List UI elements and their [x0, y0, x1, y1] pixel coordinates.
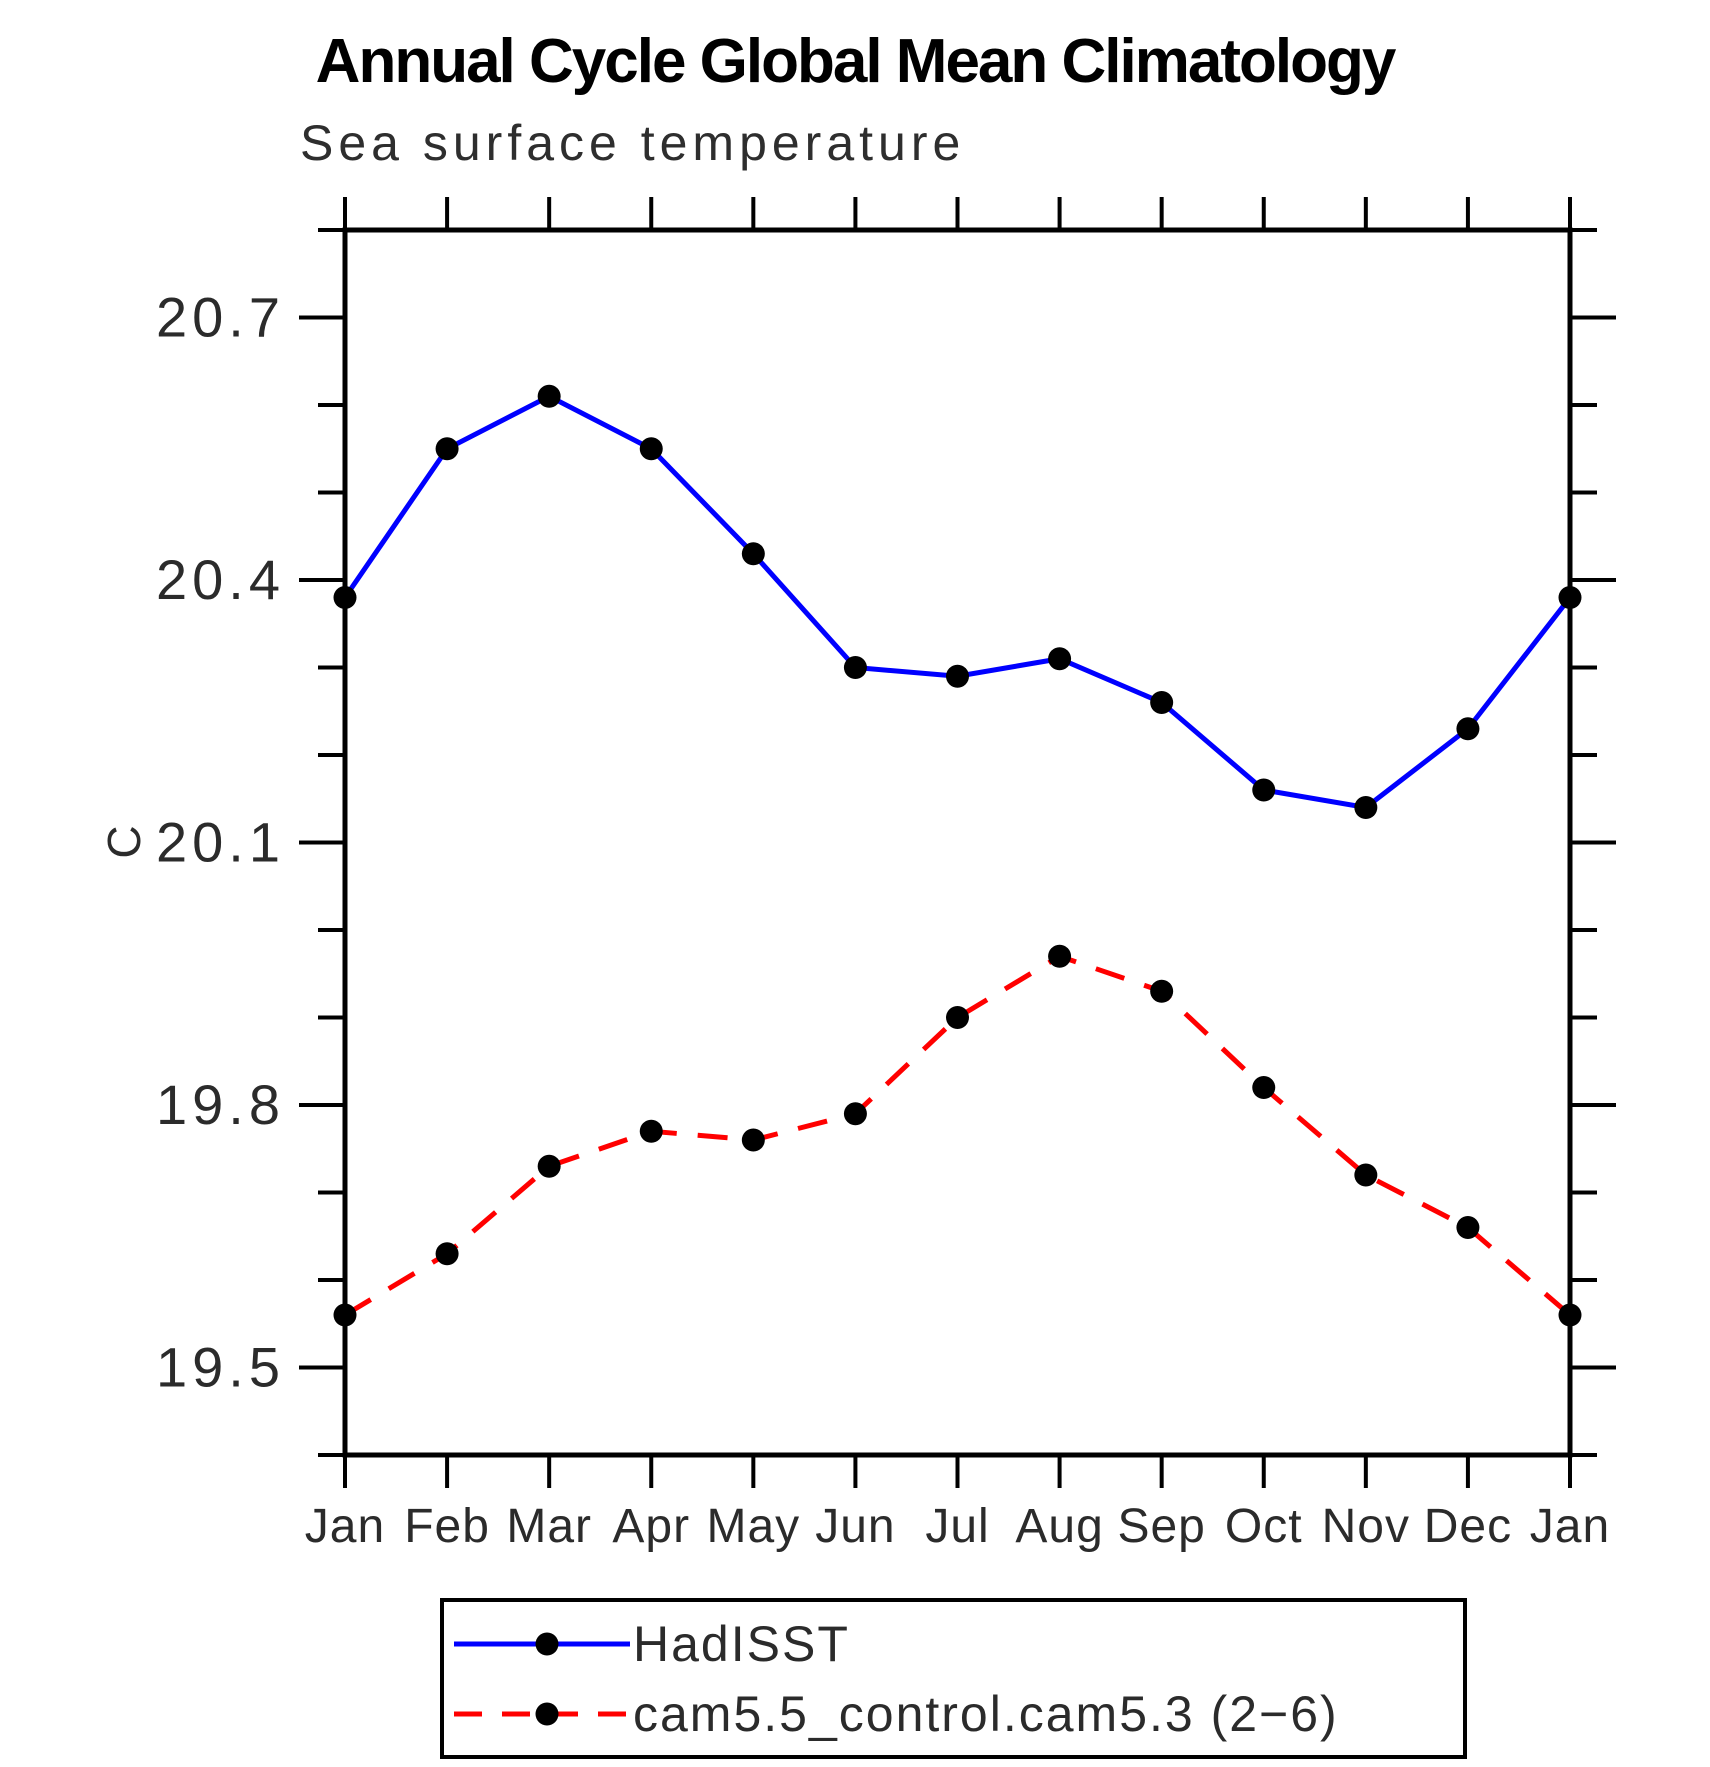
x-tick-label: Jan — [1530, 1500, 1610, 1553]
legend-box: HadISST cam5.5_control.cam5.3 (2−6) — [440, 1598, 1467, 1759]
x-tick-label: Mar — [506, 1500, 592, 1553]
data-point-marker — [333, 586, 357, 609]
data-point-marker — [741, 1128, 765, 1152]
legend-label: cam5.5_control.cam5.3 (2−6) — [633, 1686, 1339, 1742]
data-point-marker — [843, 656, 867, 679]
x-tick-label: Jul — [925, 1500, 989, 1553]
data-point-marker — [1150, 691, 1174, 714]
y-axis-title: C — [98, 825, 150, 858]
data-point-marker — [1252, 1076, 1276, 1099]
x-tick-label: Feb — [404, 1500, 490, 1553]
data-point-marker — [1048, 647, 1072, 671]
data-point-marker — [435, 437, 459, 461]
data-point-marker — [1558, 586, 1582, 609]
data-point-marker — [333, 1303, 357, 1327]
legend-line-sample-solid — [454, 1632, 630, 1656]
x-tick-label: May — [706, 1500, 800, 1553]
data-point-marker — [843, 1102, 867, 1126]
data-point-marker — [639, 1119, 663, 1143]
chart-subtitle: Sea surface temperature — [300, 115, 966, 171]
series-line — [342, 393, 1572, 811]
y-tick-label: 19.5 — [156, 1336, 285, 1399]
y-tick-label: 20.7 — [156, 286, 285, 349]
data-point-marker — [1456, 717, 1480, 741]
data-point-marker — [639, 437, 663, 461]
data-point-marker — [1354, 1163, 1378, 1187]
y-tick-label: 20.4 — [156, 548, 285, 611]
data-point-marker — [1048, 944, 1072, 968]
data-point-marker — [946, 664, 969, 688]
data-point-marker — [435, 1242, 459, 1266]
legend-line-sample-dashed — [454, 1702, 630, 1726]
x-tick-label: Oct — [1225, 1500, 1303, 1553]
data-point-marker — [1354, 796, 1378, 819]
data-point-marker — [1558, 1303, 1582, 1327]
x-tick-label: Dec — [1424, 1500, 1512, 1553]
data-point-marker — [537, 384, 561, 408]
x-tick-label: Aug — [1015, 1500, 1103, 1553]
data-point-marker — [946, 1006, 969, 1029]
legend-item-hadisst: HadISST — [454, 1616, 850, 1672]
data-point-marker — [1252, 778, 1276, 802]
legend-item-cam55: cam5.5_control.cam5.3 (2−6) — [454, 1686, 1339, 1742]
x-tick-label: Jun — [815, 1500, 895, 1553]
x-tick-label: Jan — [305, 1500, 385, 1553]
x-tick-label: Sep — [1117, 1500, 1205, 1553]
data-point-marker — [1456, 1216, 1480, 1239]
data-point-marker — [1150, 979, 1174, 1003]
legend-label: HadISST — [633, 1616, 850, 1672]
y-tick-label: 20.1 — [156, 811, 285, 874]
plot-frame — [342, 227, 1573, 1458]
data-point-marker — [537, 1154, 561, 1178]
x-tick-label: Nov — [1322, 1500, 1410, 1553]
data-point-marker — [741, 542, 765, 566]
y-tick-label: 19.8 — [156, 1073, 285, 1136]
chart-title: Annual Cycle Global Mean Climatology — [315, 27, 1397, 96]
x-tick-label: Apr — [612, 1500, 690, 1553]
